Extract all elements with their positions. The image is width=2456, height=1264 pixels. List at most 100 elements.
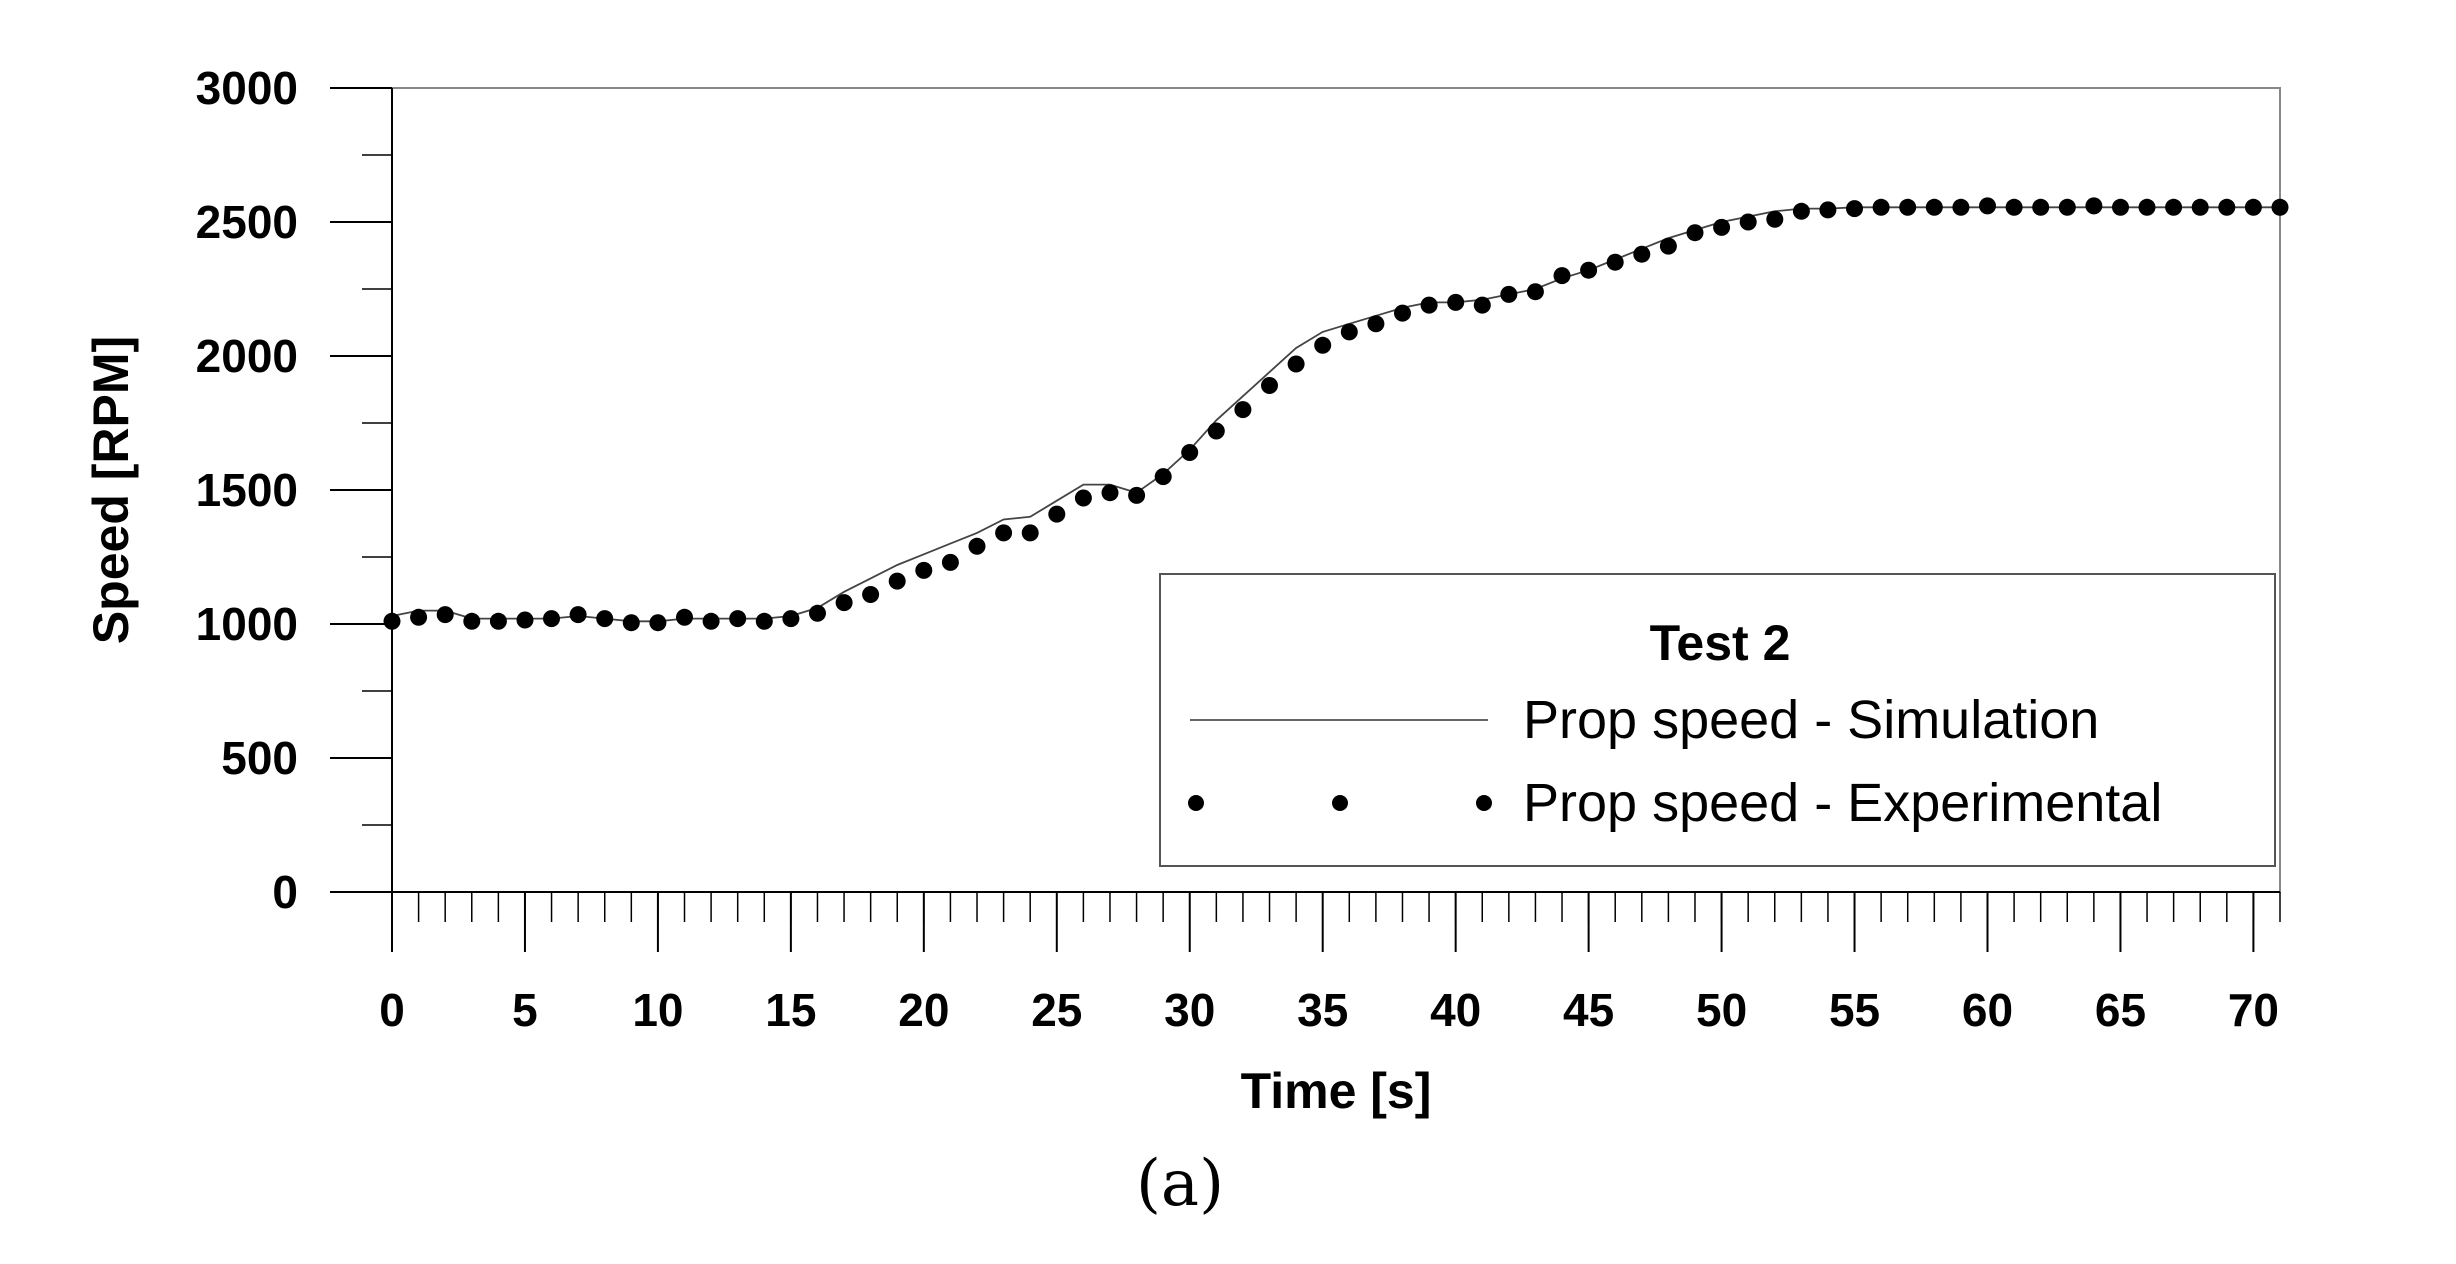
y-axis-title: Speed [RPM] <box>83 336 139 644</box>
data-point-experimental <box>1101 484 1119 502</box>
data-point-experimental <box>1580 261 1598 279</box>
y-axis: 0 500 1000 1500 2000 2500 3000 <box>196 62 393 918</box>
data-point-experimental <box>1048 505 1066 523</box>
data-point-experimental <box>1021 524 1039 542</box>
figure-caption: (a) <box>1136 1147 1224 1221</box>
data-point-experimental <box>1899 198 1917 216</box>
data-point-experimental <box>1473 296 1491 314</box>
data-point-experimental <box>888 572 906 590</box>
data-point-experimental <box>1234 401 1252 419</box>
legend-label-simulation: Prop speed - Simulation <box>1523 690 2099 750</box>
data-point-experimental <box>2244 198 2262 216</box>
data-point-experimental <box>1846 200 1863 218</box>
data-point-experimental <box>489 612 507 630</box>
legend-title: Test 2 <box>1650 615 1791 671</box>
y-tick-label: 3000 <box>196 62 298 114</box>
data-point-experimental <box>1287 355 1305 373</box>
y-tick-label: 2000 <box>196 330 298 382</box>
data-point-experimental <box>1979 197 1996 215</box>
x-tick-label: 55 <box>1829 984 1880 1036</box>
data-point-experimental <box>516 611 534 629</box>
data-point-experimental <box>755 612 773 630</box>
data-point-experimental <box>1367 315 1385 333</box>
data-point-experimental <box>835 594 853 612</box>
data-point-experimental <box>2032 198 2050 216</box>
data-point-experimental <box>1500 285 1518 303</box>
data-point-experimental <box>2058 198 2076 216</box>
data-point-experimental <box>2138 198 2156 216</box>
data-point-experimental <box>1792 202 1810 220</box>
x-tick-label: 70 <box>2228 984 2279 1036</box>
x-tick-label: 0 <box>379 984 405 1036</box>
data-point-experimental <box>1686 224 1704 242</box>
data-point-experimental <box>596 610 614 628</box>
data-point-experimental <box>1154 468 1172 486</box>
x-tick-label: 65 <box>2095 984 2146 1036</box>
data-point-experimental <box>410 608 428 626</box>
data-point-experimental <box>2271 198 2289 216</box>
data-point-experimental <box>1925 198 1943 216</box>
legend-dot-2 <box>1332 795 1348 811</box>
x-axis-title: Time [s] <box>1241 1063 1432 1119</box>
data-point-experimental <box>941 553 959 571</box>
data-point-experimental <box>1181 444 1199 461</box>
data-point-experimental <box>1739 213 1757 231</box>
data-point-experimental <box>463 612 481 630</box>
data-point-experimental <box>1659 237 1677 255</box>
data-point-experimental <box>2005 198 2023 216</box>
x-tick-label: 30 <box>1164 984 1215 1036</box>
y-tick-label: 1000 <box>196 598 298 650</box>
data-point-experimental <box>1074 489 1092 507</box>
x-tick-label: 45 <box>1563 984 1614 1036</box>
data-point-experimental <box>383 612 401 630</box>
data-point-experimental <box>702 612 720 630</box>
x-tick-label: 15 <box>765 984 816 1036</box>
data-point-experimental <box>1952 198 1970 216</box>
x-tick-label: 60 <box>1962 984 2013 1036</box>
data-point-experimental <box>1128 486 1146 504</box>
x-tick-label: 50 <box>1696 984 1747 1036</box>
data-point-experimental <box>1766 210 1784 228</box>
data-point-experimental <box>968 537 986 555</box>
legend-dot-1 <box>1188 795 1204 811</box>
data-point-experimental <box>782 610 800 628</box>
x-tick-label: 10 <box>632 984 683 1036</box>
legend-dot-3 <box>1476 795 1492 811</box>
data-point-experimental <box>2191 198 2209 216</box>
data-point-experimental <box>1261 377 1278 394</box>
y-tick-label: 1500 <box>196 464 298 516</box>
data-point-experimental <box>1819 201 1837 219</box>
data-point-experimental <box>569 606 587 624</box>
data-point-experimental <box>995 524 1013 542</box>
data-point-experimental <box>1872 198 1890 216</box>
data-point-experimental <box>1420 296 1438 314</box>
y-tick-label: 0 <box>272 866 298 918</box>
y-tick-label: 2500 <box>196 196 298 248</box>
data-point-experimental <box>2085 197 2103 215</box>
data-point-experimental <box>1526 283 1544 301</box>
data-point-experimental <box>862 586 880 603</box>
data-point-experimental <box>649 614 667 632</box>
data-point-experimental <box>1713 218 1731 236</box>
x-axis: 0 5 10 15 20 25 30 35 40 45 50 55 60 65 70 <box>379 891 2280 1036</box>
data-point-experimental <box>915 561 933 579</box>
legend: Test 2 Prop speed - Simulation Prop spee… <box>1159 573 2276 867</box>
data-point-experimental <box>543 610 560 628</box>
data-point-experimental <box>676 608 693 626</box>
data-point-experimental <box>2112 198 2129 216</box>
y-tick-label: 500 <box>221 732 298 784</box>
series-line-simulation <box>391 206 2280 623</box>
data-point-experimental <box>1553 267 1571 285</box>
x-tick-label: 25 <box>1031 984 1082 1036</box>
x-tick-label: 35 <box>1297 984 1348 1036</box>
series-layer <box>383 197 2289 632</box>
data-point-experimental <box>1606 253 1624 271</box>
data-point-experimental <box>1207 422 1225 440</box>
data-point-experimental <box>2165 198 2183 216</box>
data-point-experimental <box>729 610 747 628</box>
x-tick-label: 5 <box>512 984 538 1036</box>
data-point-experimental <box>1340 323 1358 341</box>
legend-label-experimental: Prop speed - Experimental <box>1523 773 2162 833</box>
data-point-experimental <box>1447 293 1465 311</box>
